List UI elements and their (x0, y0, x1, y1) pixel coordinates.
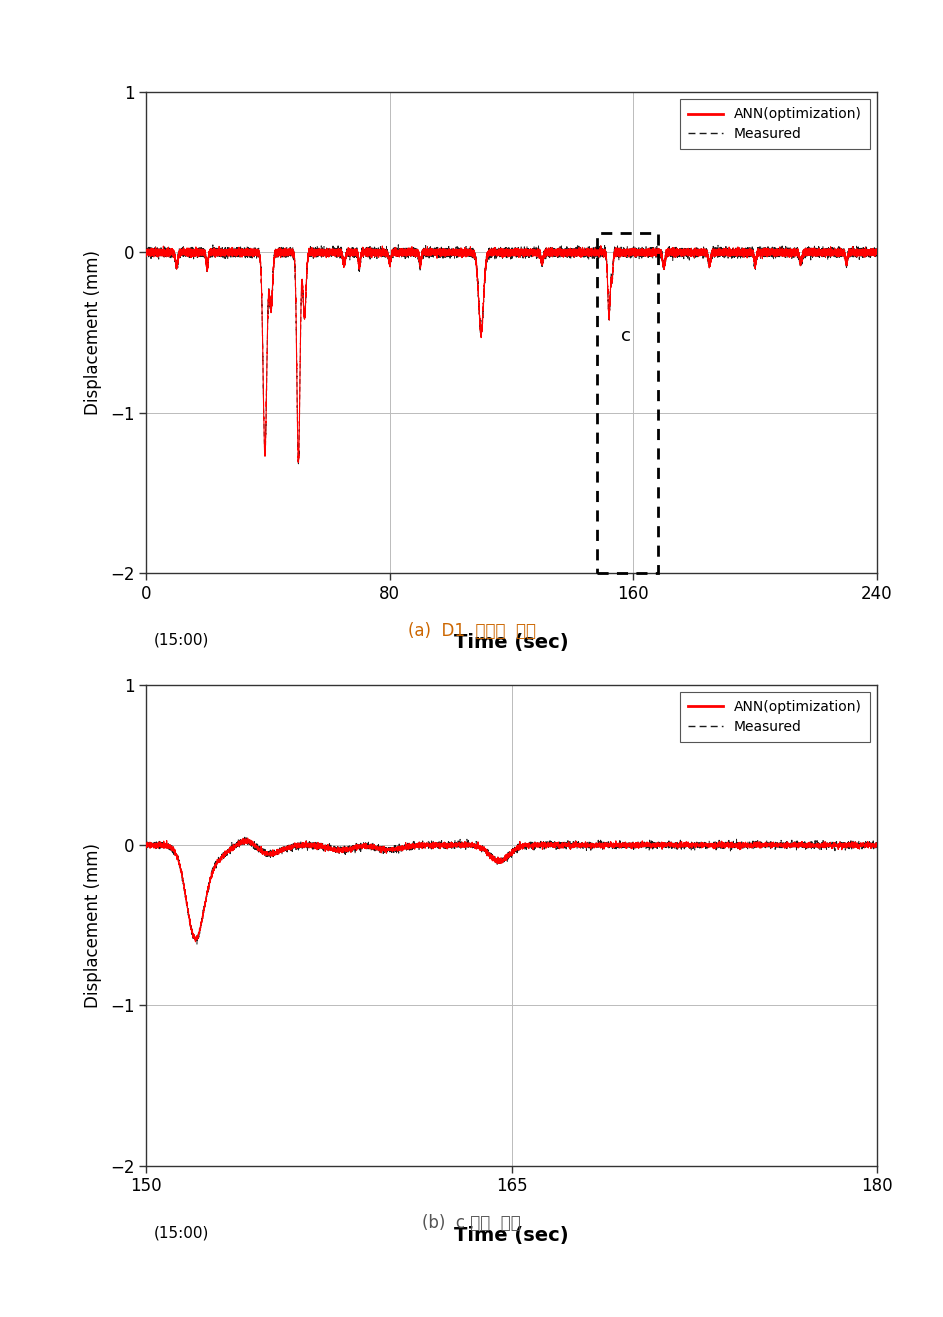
Text: (15:00): (15:00) (154, 633, 208, 648)
Legend: ANN(optimization), Measured: ANN(optimization), Measured (680, 99, 870, 149)
Text: c: c (621, 327, 631, 345)
Bar (597, 233, 658, 573)
Text: Time (sec): Time (sec) (455, 633, 569, 652)
Text: (b)  c 구역  확대: (b) c 구역 확대 (422, 1214, 521, 1233)
Text: Time (sec): Time (sec) (455, 1226, 569, 1245)
Text: (a)  D1  지점의  변위: (a) D1 지점의 변위 (407, 622, 536, 640)
Y-axis label: Displacement (mm): Displacement (mm) (84, 250, 102, 415)
Y-axis label: Displacement (mm): Displacement (mm) (84, 843, 102, 1008)
Text: (15:00): (15:00) (154, 1226, 208, 1241)
Legend: ANN(optimization), Measured: ANN(optimization), Measured (680, 691, 870, 741)
